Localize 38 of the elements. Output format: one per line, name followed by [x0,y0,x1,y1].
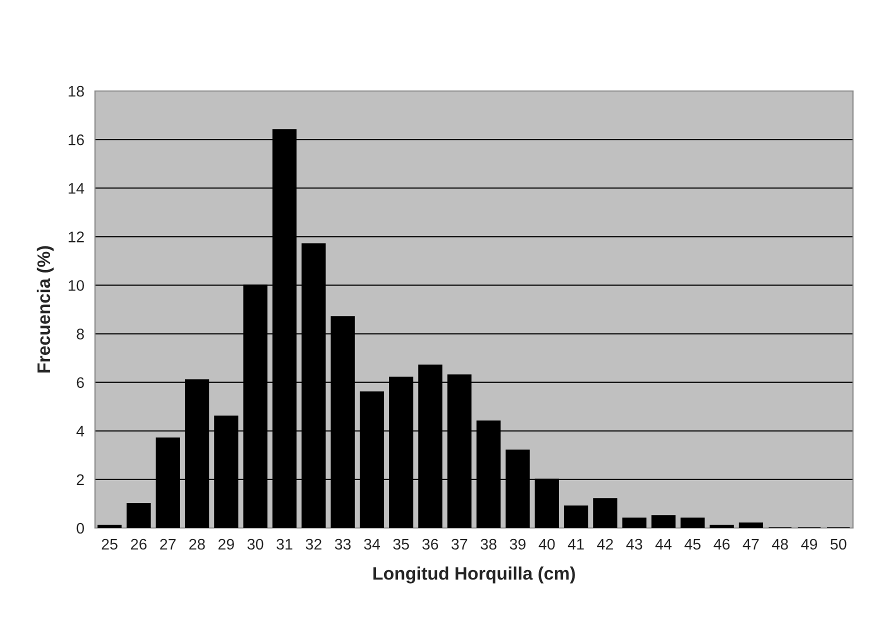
x-tick-label: 31 [276,538,292,550]
x-tick-label: 43 [626,538,642,550]
y-tick-label: 14 [68,183,84,194]
y-tick-label: 2 [76,474,84,485]
x-tick-label: 39 [510,538,526,550]
x-tick-label: 32 [306,538,322,550]
x-tick-label: 37 [452,538,468,550]
y-tick-label: 12 [68,232,84,242]
x-tick-label: 33 [334,538,351,550]
y-tick-label: 6 [76,377,84,388]
x-tick-label: 46 [714,538,730,550]
x-tick-label: 35 [393,538,409,550]
x-tick-label: 44 [655,538,672,550]
x-tick-label: 34 [364,538,380,550]
x-tick-label: 42 [597,538,613,550]
y-tick-label: 8 [76,328,84,340]
x-tick-label: 27 [160,538,176,550]
x-tick-label: 36 [422,538,438,550]
x-tick-label: 30 [247,538,264,550]
x-tick-label: 48 [772,538,788,550]
y-axis-title: Frecuencia (%) [36,246,54,373]
x-tick-label: 45 [684,538,701,550]
x-tick-label: 47 [742,538,759,550]
x-axis-title: Longitud Horquilla (cm) [373,566,575,584]
x-tick-label: 49 [801,538,818,550]
x-tick-label: 25 [102,538,118,550]
x-tick-label: 50 [830,538,846,550]
x-tick-label: 28 [189,538,205,550]
y-tick-label: 10 [68,280,84,291]
y-tick-label: 0 [76,522,84,534]
x-tick-label: 40 [538,538,555,550]
x-tick-label: 41 [568,538,584,550]
x-tick-label: 38 [480,538,496,550]
x-tick-label: 26 [131,538,147,550]
x-tick-label: 29 [218,538,234,550]
y-tick-label: 16 [68,134,84,146]
y-tick-label: 4 [76,426,84,436]
y-tick-label: 18 [68,86,84,97]
